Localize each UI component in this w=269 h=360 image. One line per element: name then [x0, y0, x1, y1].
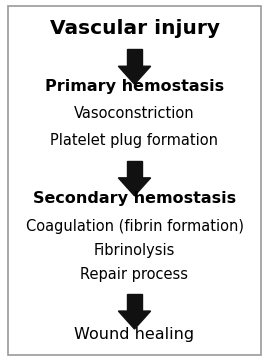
Text: Secondary hemostasis: Secondary hemostasis	[33, 190, 236, 206]
Text: Vascular injury: Vascular injury	[49, 19, 220, 38]
Polygon shape	[118, 311, 151, 329]
Text: Repair process: Repair process	[80, 267, 189, 282]
Text: Wound healing: Wound healing	[75, 327, 194, 342]
Text: Platelet plug formation: Platelet plug formation	[51, 133, 218, 148]
Text: Vasoconstriction: Vasoconstriction	[74, 106, 195, 121]
Text: Primary hemostasis: Primary hemostasis	[45, 79, 224, 94]
Text: Fibrinolysis: Fibrinolysis	[94, 243, 175, 258]
Polygon shape	[118, 178, 151, 196]
Polygon shape	[127, 294, 142, 311]
Polygon shape	[127, 161, 142, 178]
Polygon shape	[118, 66, 151, 84]
Polygon shape	[127, 49, 142, 66]
Text: Coagulation (fibrin formation): Coagulation (fibrin formation)	[26, 219, 243, 234]
